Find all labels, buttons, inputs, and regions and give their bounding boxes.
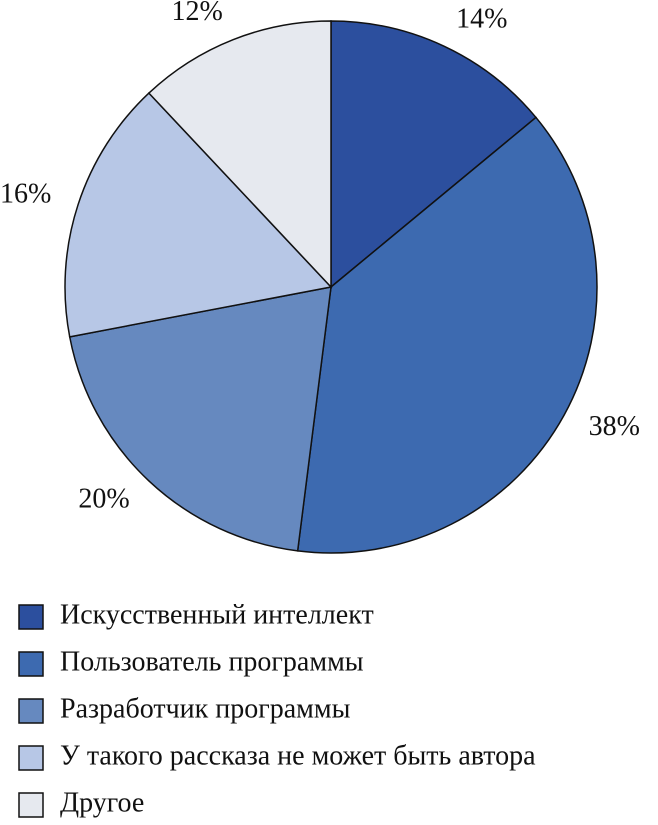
pie-slice bbox=[147, 20, 332, 289]
legend-swatch bbox=[18, 745, 44, 771]
pie-slice bbox=[296, 116, 598, 554]
data-label: 20% bbox=[78, 484, 129, 515]
data-label: 38% bbox=[589, 411, 640, 442]
legend-label: У такого рассказа не может быть автора bbox=[60, 740, 536, 771]
data-label: 16% bbox=[0, 179, 51, 210]
pie-slice bbox=[330, 20, 538, 289]
legend-label: Искусственный интеллект bbox=[60, 599, 374, 630]
legend-label: Разработчик программы bbox=[60, 693, 351, 724]
legend-swatch bbox=[18, 651, 44, 677]
legend-swatch bbox=[18, 604, 44, 630]
legend-label: Пользователь программы bbox=[60, 646, 364, 677]
pie-slice bbox=[64, 92, 333, 338]
legend-label: Другое bbox=[60, 787, 144, 818]
data-label: 14% bbox=[456, 3, 507, 34]
pie-slice bbox=[68, 286, 332, 552]
data-label: 12% bbox=[171, 0, 222, 27]
legend-swatch bbox=[18, 698, 44, 724]
legend-swatch bbox=[18, 792, 44, 818]
